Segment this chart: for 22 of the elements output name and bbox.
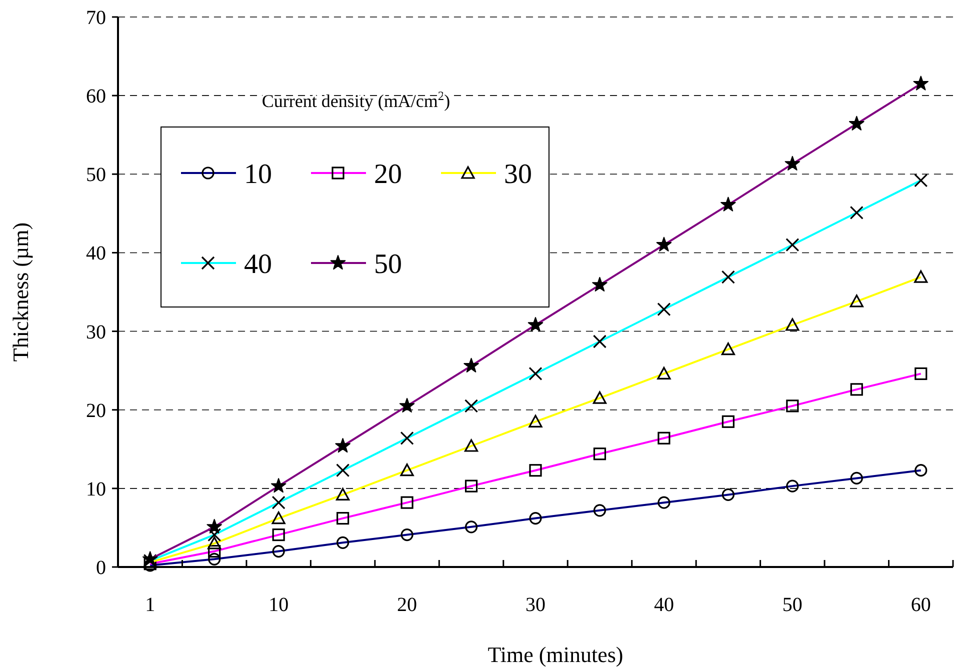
y-tick-label: 40 [86,242,106,265]
legend-label: 20 [374,159,402,190]
legend-label: 50 [374,249,402,280]
y-tick-label: 20 [86,400,106,422]
x-tick-label: 40 [654,594,674,616]
y-axis-title: Thickness (µm) [8,222,33,362]
x-tick-label: 1 [145,594,156,616]
legend-label: 40 [244,249,272,280]
x-tick-label: 50 [782,594,802,616]
y-tick-label: 0 [96,557,106,579]
y-tick-label: 50 [86,164,106,186]
legend-label: 10 [244,159,272,190]
y-tick-label: 30 [86,321,106,344]
x-tick-label: 60 [910,594,931,616]
x-axis-title: Time (minutes) [488,642,624,667]
y-tick-label: 60 [86,86,106,108]
legend-label: 30 [504,159,532,190]
y-tick-label: 10 [86,478,106,500]
x-tick-label: 30 [526,594,546,616]
x-tick-label: 10 [268,594,289,616]
y-tick-label: 70 [86,7,106,29]
x-tick-label: 20 [397,594,418,616]
